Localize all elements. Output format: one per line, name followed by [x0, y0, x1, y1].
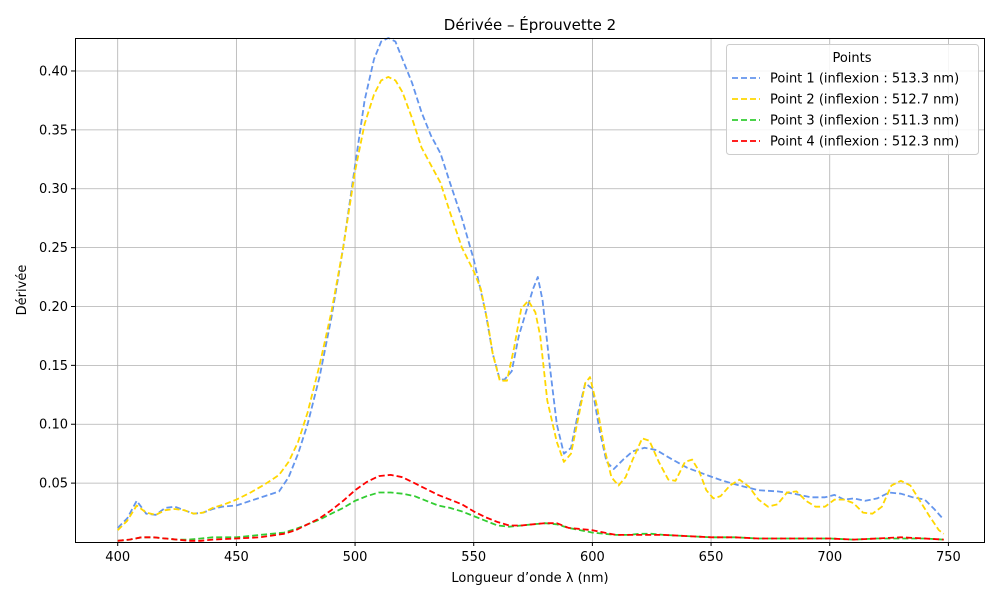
y-tick-label: 0.35: [39, 123, 68, 138]
legend: Points Point 1 (inflexion : 513.3 nm)Poi…: [726, 44, 979, 155]
series-line-point-2: [117, 76, 945, 535]
x-tick-label: 500: [343, 550, 368, 565]
y-tick-label: 0.25: [39, 241, 68, 256]
legend-title: Points: [832, 51, 871, 66]
legend-entries: Point 1 (inflexion : 513.3 nm) Point 2 (i…: [732, 72, 959, 150]
y-axis-label: Dérivée: [15, 265, 30, 316]
x-tick-label: 550: [461, 550, 486, 565]
y-axis: 0.05 0.10 0.15 0.20 0.25 0.30 0.35 0.40: [39, 64, 75, 492]
series-line-point-3: [117, 491, 944, 542]
x-axis-label: Longueur d’onde λ (nm): [451, 571, 608, 586]
legend-label: Point 1 (inflexion : 513.3 nm): [770, 72, 959, 87]
y-tick-label: 0.10: [39, 418, 68, 433]
x-tick-label: 600: [580, 550, 605, 565]
y-tick-label: 0.20: [39, 300, 68, 315]
x-tick-label: 400: [105, 550, 130, 565]
y-tick-label: 0.40: [39, 64, 68, 79]
series-line-point-4: [117, 474, 944, 542]
x-axis: 400 450 500 550 600 650 700 750: [105, 542, 961, 565]
legend-box: [726, 44, 979, 155]
x-tick-label: 700: [817, 550, 842, 565]
chart-title: Dérivée – Éprouvette 2: [444, 15, 616, 34]
grid: [75, 38, 984, 542]
x-tick-label: 450: [224, 550, 249, 565]
x-tick-label: 750: [936, 550, 961, 565]
legend-label: Point 3 (inflexion : 511.3 nm): [770, 114, 959, 129]
plot-frame: [75, 38, 985, 543]
y-tick-label: 0.15: [39, 359, 68, 374]
legend-label: Point 4 (inflexion : 512.3 nm): [770, 135, 959, 150]
plot-series: [117, 37, 945, 542]
y-tick-label: 0.05: [39, 477, 68, 492]
y-tick-label: 0.30: [39, 182, 68, 197]
legend-label: Point 2 (inflexion : 512.7 nm): [770, 93, 959, 108]
x-tick-label: 650: [699, 550, 724, 565]
